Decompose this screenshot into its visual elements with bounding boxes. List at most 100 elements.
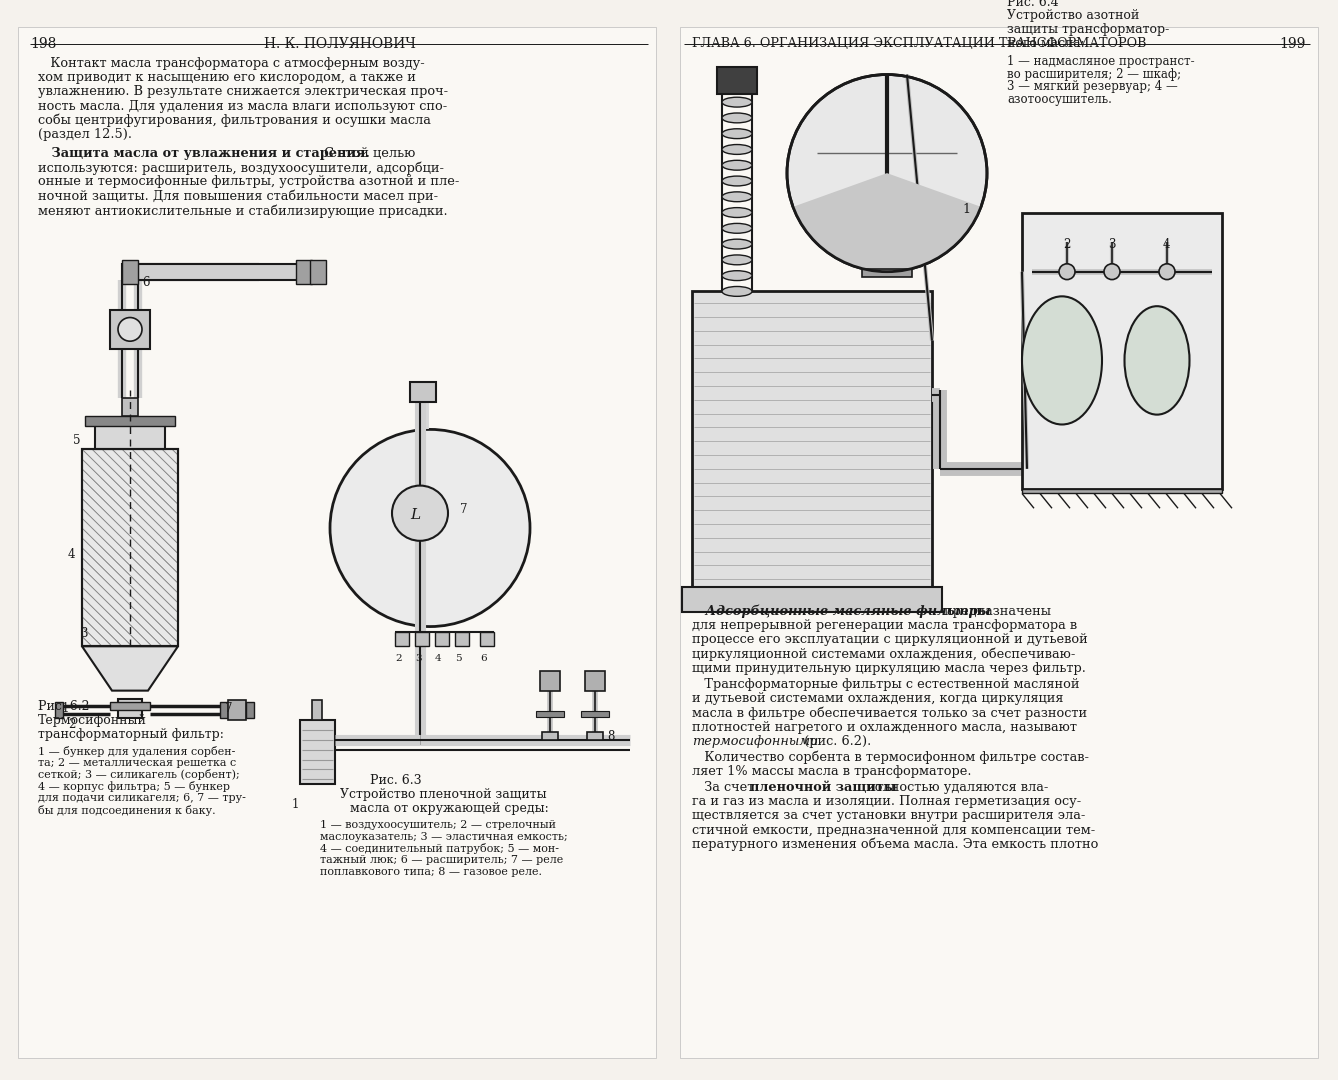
Bar xyxy=(310,260,326,284)
Bar xyxy=(86,416,175,426)
Bar xyxy=(1022,213,1222,488)
Text: ного масла:: ного масла: xyxy=(1008,37,1085,50)
Ellipse shape xyxy=(723,160,752,171)
Text: ность масла. Для удаления из масла влаги используют спо-: ность масла. Для удаления из масла влаги… xyxy=(37,99,447,112)
Text: 4: 4 xyxy=(68,548,75,561)
Text: ществляется за счет установки внутри расширителя эла-: ществляется за счет установки внутри рас… xyxy=(692,809,1085,822)
Text: 1: 1 xyxy=(292,798,300,811)
Text: Рис. 6.2: Рис. 6.2 xyxy=(37,701,90,714)
Circle shape xyxy=(392,486,448,541)
Text: 2: 2 xyxy=(68,718,75,731)
Text: 1: 1 xyxy=(62,702,70,715)
Bar xyxy=(122,399,138,416)
Bar xyxy=(122,265,258,280)
Text: (рис. 6.2).: (рис. 6.2). xyxy=(800,735,871,748)
Text: онные и термосифонные фильтры, устройства азотной и пле-: онные и термосифонные фильтры, устройств… xyxy=(37,175,459,188)
Ellipse shape xyxy=(723,113,752,123)
Text: Адсорбционные масляные фильтры: Адсорбционные масляные фильтры xyxy=(692,605,990,619)
Bar xyxy=(312,701,322,720)
Text: 3: 3 xyxy=(1108,239,1116,252)
Text: тажный люк; 6 — расширитель; 7 — реле: тажный люк; 6 — расширитель; 7 — реле xyxy=(320,855,563,865)
Text: Контакт масла трансформатора с атмосферным возду-: Контакт масла трансформатора с атмосферн… xyxy=(37,57,424,70)
Text: плотностей нагретого и охлажденного масла, называют: плотностей нагретого и охлажденного масл… xyxy=(692,720,1077,733)
Bar xyxy=(541,671,561,690)
Bar xyxy=(480,633,494,646)
Bar xyxy=(82,449,178,646)
Text: га и газ из масла и изоляции. Полная герметизация осу-: га и газ из масла и изоляции. Полная гер… xyxy=(692,795,1081,808)
Text: 3: 3 xyxy=(415,654,421,663)
Text: пленочной защиты: пленочной защиты xyxy=(751,781,896,794)
Text: 1 — воздухоосушитель; 2 — стрелочный: 1 — воздухоосушитель; 2 — стрелочный xyxy=(320,820,557,829)
Bar xyxy=(692,292,933,588)
Circle shape xyxy=(1058,264,1074,280)
Text: азотоосушитель.: азотоосушитель. xyxy=(1008,93,1112,106)
Text: сеткой; 3 — силикагель (сорбент);: сеткой; 3 — силикагель (сорбент); xyxy=(37,769,240,781)
Text: хом приводит к насыщению его кислородом, а также и: хом приводит к насыщению его кислородом,… xyxy=(37,71,416,84)
Text: 198: 198 xyxy=(29,37,56,51)
Text: 7: 7 xyxy=(460,503,467,516)
Bar xyxy=(587,732,603,740)
Bar xyxy=(122,260,138,284)
Ellipse shape xyxy=(723,255,752,265)
Text: 7: 7 xyxy=(225,702,233,715)
Bar xyxy=(17,27,656,1058)
Ellipse shape xyxy=(723,239,752,249)
Text: Устройство пленочной защиты: Устройство пленочной защиты xyxy=(340,788,547,801)
Bar xyxy=(110,310,150,349)
Text: масла в фильтре обеспечивается только за счет разности: масла в фильтре обеспечивается только за… xyxy=(692,706,1086,720)
Text: трансформаторный фильтр:: трансформаторный фильтр: xyxy=(37,728,223,741)
Text: поплавкового типа; 8 — газовое реле.: поплавкового типа; 8 — газовое реле. xyxy=(320,867,542,877)
Text: защиты трансформатор-: защиты трансформатор- xyxy=(1008,24,1169,37)
Bar xyxy=(300,720,334,784)
Text: 4 — соединительный патрубок; 5 — мон-: 4 — соединительный патрубок; 5 — мон- xyxy=(320,843,559,854)
Text: термосифонными: термосифонными xyxy=(692,735,819,748)
Text: пературного изменения объема масла. Эта емкость плотно: пературного изменения объема масла. Эта … xyxy=(692,838,1098,851)
Text: 3: 3 xyxy=(80,626,87,639)
Bar xyxy=(862,269,913,276)
Text: За счет: За счет xyxy=(692,781,759,794)
Ellipse shape xyxy=(1022,296,1103,424)
Text: стичной емкости, предназначенной для компенсации тем-: стичной емкости, предназначенной для ком… xyxy=(692,824,1096,837)
Bar xyxy=(118,699,142,718)
Text: маслоуказатель; 3 — эластичная емкость;: маслоуказатель; 3 — эластичная емкость; xyxy=(320,832,567,841)
Text: для непрерывной регенерации масла трансформатора в: для непрерывной регенерации масла трансф… xyxy=(692,619,1077,632)
Text: полностью удаляются вла-: полностью удаляются вла- xyxy=(862,781,1049,794)
Text: Защита масла от увлажнения и старения.: Защита масла от увлажнения и старения. xyxy=(37,147,369,160)
Bar xyxy=(138,265,300,280)
Bar xyxy=(227,701,246,720)
Text: циркуляционной системами охлаждения, обеспечиваю-: циркуляционной системами охлаждения, обе… xyxy=(692,648,1076,661)
Text: предназначены: предназначены xyxy=(941,605,1052,618)
Bar xyxy=(395,633,409,646)
Polygon shape xyxy=(82,646,178,690)
Text: увлажнению. В результате снижается электрическая проч-: увлажнению. В результате снижается элект… xyxy=(37,85,448,98)
Bar xyxy=(717,67,757,94)
Text: ляет 1% массы масла в трансформаторе.: ляет 1% массы масла в трансформаторе. xyxy=(692,765,971,778)
Ellipse shape xyxy=(723,224,752,233)
Text: та; 2 — металлическая решетка с: та; 2 — металлическая решетка с xyxy=(37,758,237,768)
Bar xyxy=(219,702,227,718)
Bar xyxy=(682,588,942,611)
Bar xyxy=(537,712,565,717)
Ellipse shape xyxy=(723,271,752,281)
Text: 8: 8 xyxy=(607,730,614,743)
Circle shape xyxy=(787,75,987,272)
Circle shape xyxy=(1159,264,1175,280)
Circle shape xyxy=(118,318,142,341)
Text: для подачи силикагеля; 6, 7 — тру-: для подачи силикагеля; 6, 7 — тру- xyxy=(37,793,246,804)
Text: меняют антиокислительные и стабилизирующие присадки.: меняют антиокислительные и стабилизирующ… xyxy=(37,204,448,217)
Text: 1 — надмасляное пространст-: 1 — надмасляное пространст- xyxy=(1008,55,1195,68)
Bar xyxy=(110,702,150,711)
Text: во расширителя; 2 — шкаф;: во расширителя; 2 — шкаф; xyxy=(1008,68,1181,81)
Text: 6: 6 xyxy=(142,276,150,289)
Text: Устройство азотной: Устройство азотной xyxy=(1008,10,1139,23)
Text: процессе его эксплуатации с циркуляционной и дутьевой: процессе его эксплуатации с циркуляционн… xyxy=(692,634,1088,647)
Text: щими принудительную циркуляцию масла через фильтр.: щими принудительную циркуляцию масла чер… xyxy=(692,662,1086,675)
Bar xyxy=(296,260,312,284)
Text: 4: 4 xyxy=(1163,239,1171,252)
Ellipse shape xyxy=(723,97,752,107)
Bar xyxy=(95,422,165,449)
Text: бы для подсоединения к баку.: бы для подсоединения к баку. xyxy=(37,805,215,816)
Text: 2: 2 xyxy=(1062,239,1070,252)
Text: 2: 2 xyxy=(395,654,401,663)
Wedge shape xyxy=(793,173,981,272)
